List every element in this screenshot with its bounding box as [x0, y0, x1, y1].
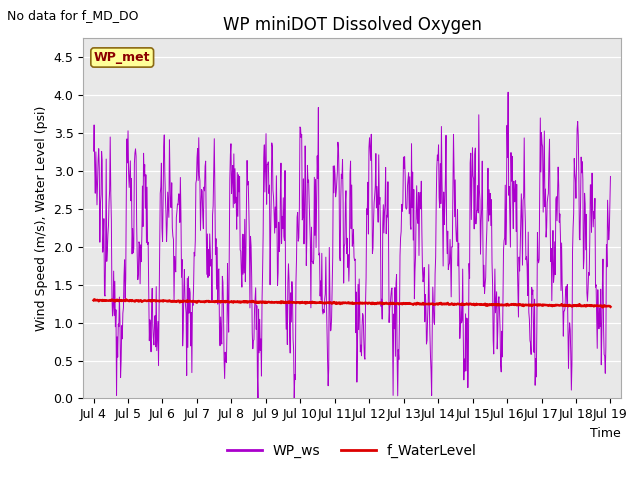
Legend: WP_ws, f_WaterLevel: WP_ws, f_WaterLevel [221, 438, 483, 464]
Y-axis label: Wind Speed (m/s), Water Level (psi): Wind Speed (m/s), Water Level (psi) [35, 106, 48, 331]
Text: WP_met: WP_met [94, 51, 150, 64]
Text: No data for f_MD_DO: No data for f_MD_DO [7, 9, 138, 22]
Title: WP miniDOT Dissolved Oxygen: WP miniDOT Dissolved Oxygen [223, 16, 481, 34]
X-axis label: Time: Time [590, 427, 621, 440]
